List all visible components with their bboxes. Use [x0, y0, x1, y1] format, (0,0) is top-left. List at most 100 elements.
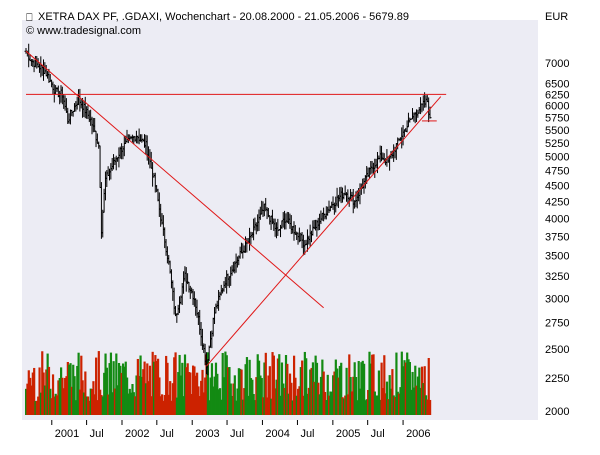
volume-bar	[318, 394, 321, 415]
volume-bar	[253, 400, 257, 415]
x-tick-label: 2001	[55, 428, 79, 440]
volume-bar	[360, 362, 363, 415]
volume-bar	[283, 387, 286, 415]
y-tick-label: 5000	[545, 151, 569, 163]
volume-bar	[240, 369, 243, 415]
volume-bar	[151, 351, 154, 415]
x-tick-label: 2004	[265, 428, 289, 440]
volume-bar	[299, 367, 302, 415]
volume-bar	[80, 355, 83, 415]
volume-bar	[389, 388, 393, 415]
volume-bar	[424, 395, 428, 415]
volume-bar	[210, 363, 214, 415]
volume-bar	[96, 400, 99, 415]
volume-bar	[294, 377, 297, 415]
volume-bar	[171, 383, 174, 415]
volume-bar	[61, 377, 64, 415]
volume-bar	[205, 354, 208, 415]
volume-bar	[37, 396, 40, 415]
volume-bar	[31, 372, 34, 415]
volume-bar	[379, 399, 382, 415]
volume-bar	[60, 367, 63, 415]
volume-bar	[84, 371, 87, 415]
volume-bar	[280, 362, 284, 415]
volume-bars	[25, 351, 432, 415]
volume-bar	[47, 366, 51, 415]
volume-bar	[326, 374, 329, 415]
volume-bar	[224, 351, 227, 415]
volume-bar	[416, 376, 420, 415]
volume-bar	[72, 364, 75, 415]
volume-bar	[130, 392, 133, 415]
volume-bar	[419, 387, 422, 415]
volume-bar	[50, 398, 53, 415]
volume-bar	[142, 369, 145, 415]
volume-bar	[26, 383, 29, 415]
y-tick-label: 3000	[545, 293, 569, 305]
volume-bar	[135, 375, 138, 415]
volume-bar	[328, 395, 331, 415]
volume-bar	[39, 392, 43, 415]
volume-bar	[126, 377, 129, 415]
volume-bar	[213, 376, 216, 415]
volume-bar	[245, 357, 249, 415]
volume-bar	[231, 395, 234, 415]
volume-bar	[109, 352, 113, 415]
volume-bar	[120, 372, 123, 415]
volume-bar	[138, 375, 141, 415]
volume-bar	[315, 362, 319, 415]
volume-bar	[196, 372, 199, 415]
volume-bar	[403, 360, 406, 415]
y-tick-label: 6500	[545, 78, 569, 90]
volume-bar	[187, 372, 191, 415]
volume-bar	[411, 371, 414, 415]
volume-bar	[271, 352, 274, 415]
volume-bar	[400, 351, 403, 415]
y-tick-label: 5250	[545, 138, 569, 150]
volume-bar	[217, 389, 220, 415]
y-tick-label: 2750	[545, 317, 569, 329]
volume-bar	[406, 352, 409, 415]
plot-area	[22, 20, 538, 420]
volume-bar	[81, 380, 84, 415]
volume-bar	[352, 376, 355, 415]
volume-bar	[286, 363, 289, 415]
volume-bar	[198, 396, 201, 415]
volume-bar	[229, 383, 232, 415]
volume-bar	[282, 383, 285, 415]
volume-bar	[377, 370, 381, 415]
volume-bar	[365, 399, 368, 415]
y-tick-label: 5750	[545, 113, 569, 125]
volume-bar	[278, 354, 281, 415]
volume-bar	[134, 396, 137, 415]
volume-bar	[100, 395, 103, 415]
volume-bar	[88, 400, 91, 415]
volume-bar	[357, 361, 360, 415]
volume-bar	[290, 382, 293, 415]
y-tick-label: 2500	[545, 344, 569, 356]
volume-bar	[346, 394, 350, 415]
volume-bar	[161, 394, 164, 415]
volume-bar	[303, 351, 306, 415]
volume-bar	[317, 382, 320, 415]
volume-bar	[147, 381, 150, 415]
chart-header: ⎕ XETRA DAX PF, .GDAXI, Wochenchart - 20…	[26, 11, 568, 37]
volume-bar	[218, 388, 222, 415]
volume-bar	[237, 368, 240, 415]
volume-bar	[268, 366, 271, 415]
volume-bar	[329, 391, 332, 415]
volume-bar	[77, 352, 80, 415]
volume-bar	[194, 375, 197, 415]
x-tick-label: 2002	[125, 428, 149, 440]
volume-bar	[364, 400, 367, 415]
volume-bar	[178, 354, 181, 415]
volume-bar	[54, 393, 57, 415]
volume-bar	[170, 400, 173, 415]
volume-bar	[197, 386, 200, 415]
volume-bar	[255, 377, 258, 415]
volume-bar	[306, 393, 309, 415]
volume-bar	[354, 377, 358, 415]
volume-bar	[222, 377, 226, 415]
volume-bar	[276, 358, 280, 415]
volume-bar	[426, 399, 429, 415]
